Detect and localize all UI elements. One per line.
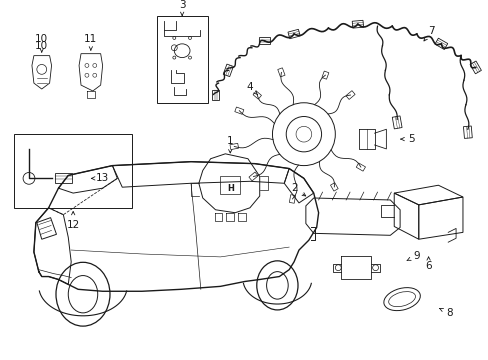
Text: 12: 12 bbox=[66, 220, 80, 230]
Text: 13: 13 bbox=[96, 174, 109, 183]
Bar bbox=[14, 134, 132, 208]
Text: 10: 10 bbox=[35, 34, 48, 44]
Text: 7: 7 bbox=[427, 26, 434, 36]
Text: 9: 9 bbox=[413, 251, 419, 261]
Text: 8: 8 bbox=[445, 308, 451, 318]
Text: 3: 3 bbox=[179, 0, 185, 10]
Text: 5: 5 bbox=[408, 134, 414, 144]
Text: 4: 4 bbox=[246, 82, 253, 92]
Text: 6: 6 bbox=[425, 261, 431, 271]
Bar bbox=[156, 16, 207, 103]
Text: 1: 1 bbox=[226, 136, 233, 146]
Text: 11: 11 bbox=[84, 34, 97, 44]
Text: 2: 2 bbox=[290, 183, 297, 193]
Text: 10: 10 bbox=[35, 41, 48, 51]
Text: H: H bbox=[226, 184, 233, 193]
Bar bbox=[220, 176, 240, 194]
